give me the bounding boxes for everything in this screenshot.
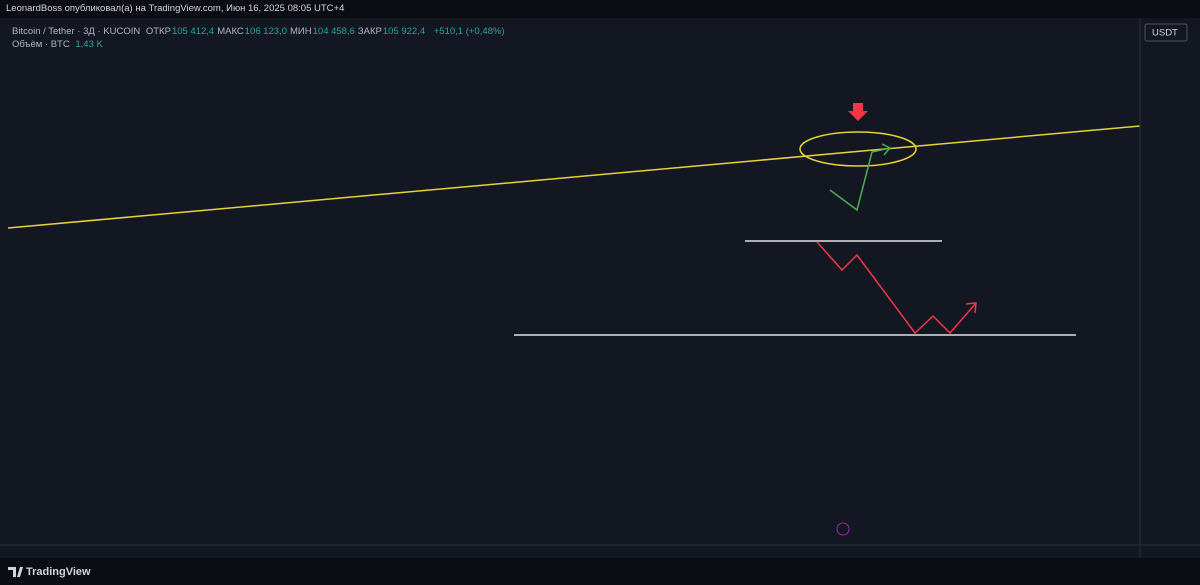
down-arrow	[848, 103, 868, 121]
footer	[0, 558, 1200, 585]
ohlc-value: 106 123,0	[244, 26, 288, 37]
volume-value: 1,43 K	[75, 39, 103, 50]
currency-box[interactable]	[1144, 23, 1188, 42]
ohlc-value: 105 412,4	[171, 26, 215, 37]
change: +510,1 (+0,48%)	[433, 26, 505, 37]
currency: USDT	[1152, 28, 1178, 39]
symbol-title: Bitcoin / Tether · 3Д · KUCOIN	[12, 26, 141, 37]
footer-logo: TradingView	[26, 566, 91, 578]
alert-icon[interactable]	[836, 522, 850, 536]
arrow-head	[965, 302, 977, 314]
logo-mark	[8, 567, 23, 577]
volume-label: Объём · BTC	[12, 39, 70, 50]
ohlc-label: ЗАКР	[357, 26, 382, 37]
arrow-head	[881, 143, 892, 156]
top-bar	[0, 0, 1200, 18]
publisher: LeonardBoss опубликовал(а) на TradingVie…	[6, 3, 345, 14]
bear-path	[816, 241, 977, 335]
bull-path	[829, 147, 891, 212]
ohlc-label: МИН	[290, 26, 312, 37]
highlight-ellipse	[799, 131, 917, 167]
ohlc-label: МАКС	[217, 26, 244, 37]
ohlc-value: 105 922,4	[382, 26, 426, 37]
legend: Bitcoin / Tether · 3Д · KUCOIN ОТКР105 4…	[12, 25, 508, 51]
trend-line	[7, 125, 1140, 229]
ohlc-value: 104 458,6	[312, 26, 355, 37]
ohlc-label: ОТКР	[145, 26, 171, 37]
